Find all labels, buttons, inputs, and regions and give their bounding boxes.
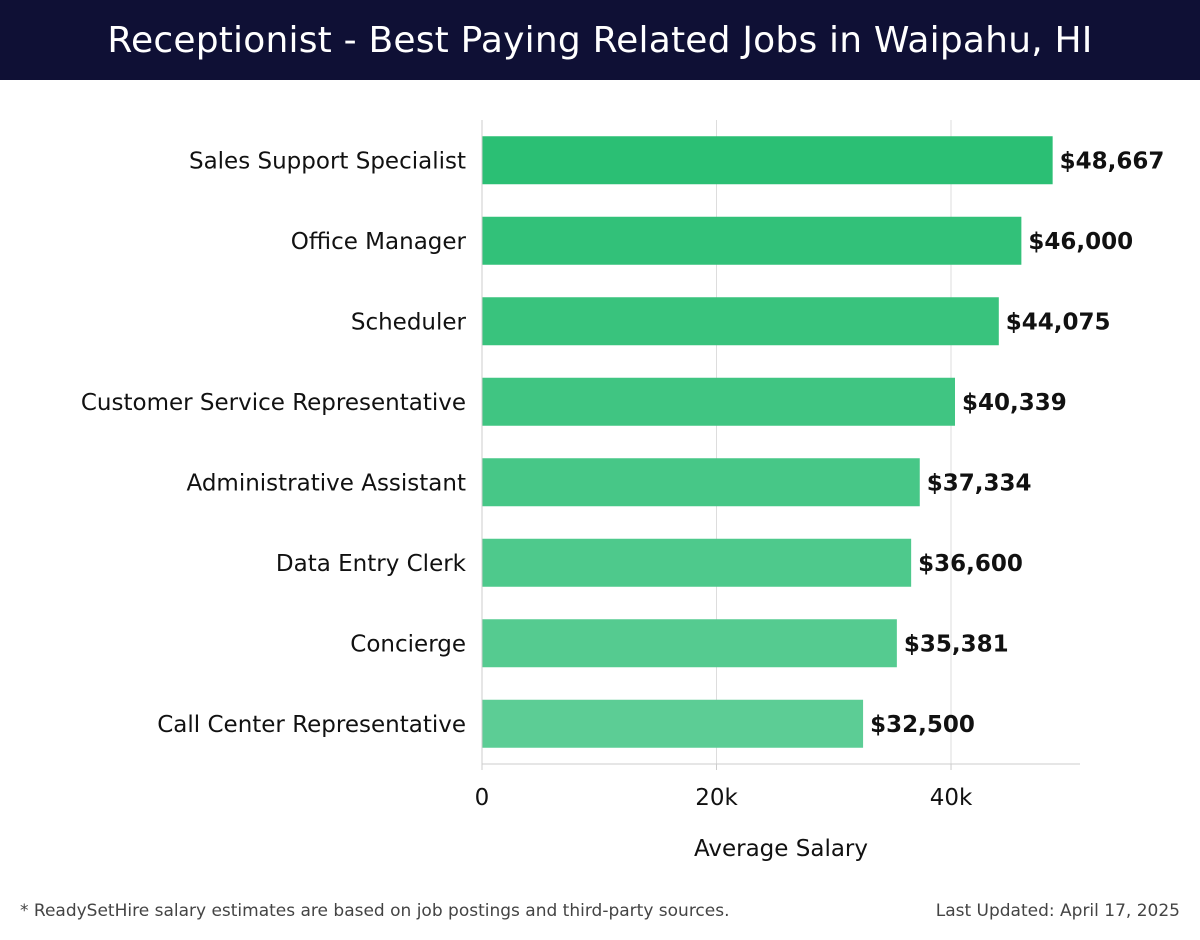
- value-label: $32,500: [870, 712, 975, 738]
- category-label: Office Manager: [291, 229, 467, 255]
- category-labels: Sales Support Specialist Office Manager Sc…: [81, 148, 467, 738]
- bars: [482, 136, 1053, 748]
- grid-lines: [481, 120, 952, 764]
- chart-header: Receptionist - Best Paying Related Jobs …: [0, 0, 1200, 80]
- bar: [482, 458, 920, 507]
- value-label: $46,000: [1028, 229, 1133, 255]
- chart-title: Receptionist - Best Paying Related Jobs …: [107, 19, 1093, 61]
- value-label: $36,600: [918, 551, 1023, 577]
- last-updated: Last Updated: April 17, 2025: [935, 901, 1180, 921]
- category-label: Call Center Representative: [157, 712, 466, 738]
- x-axis-title: Average Salary: [694, 836, 868, 862]
- bar: [482, 538, 912, 587]
- value-labels: $48,667 $46,000 $44,075 $40,339 $37,334 $36,6…: [870, 148, 1164, 738]
- bar: [482, 699, 864, 748]
- value-label: $37,334: [927, 470, 1032, 496]
- x-tick-label: 0: [475, 785, 490, 811]
- category-label: Customer Service Representative: [81, 390, 466, 416]
- category-label: Administrative Assistant: [186, 470, 466, 496]
- value-label: $40,339: [962, 390, 1067, 416]
- bar: [482, 297, 999, 346]
- bar: [482, 216, 1022, 265]
- x-tick-label: 20k: [695, 785, 738, 811]
- bar-chart: Sales Support Specialist Office Manager Sc…: [81, 120, 1164, 862]
- bar: [482, 619, 897, 668]
- value-label: $48,667: [1060, 148, 1165, 174]
- x-axis: 0 20k 40k Average Salary: [475, 120, 1080, 862]
- category-label: Concierge: [350, 631, 466, 657]
- footer-note: * ReadySetHire salary estimates are base…: [20, 901, 730, 921]
- x-tick-label: 40k: [930, 785, 973, 811]
- bar: [482, 377, 955, 426]
- value-label: $35,381: [904, 631, 1009, 657]
- category-label: Sales Support Specialist: [189, 148, 466, 174]
- category-label: Data Entry Clerk: [276, 551, 467, 577]
- value-label: $44,075: [1006, 309, 1111, 335]
- category-label: Scheduler: [351, 309, 467, 335]
- bar: [482, 136, 1053, 185]
